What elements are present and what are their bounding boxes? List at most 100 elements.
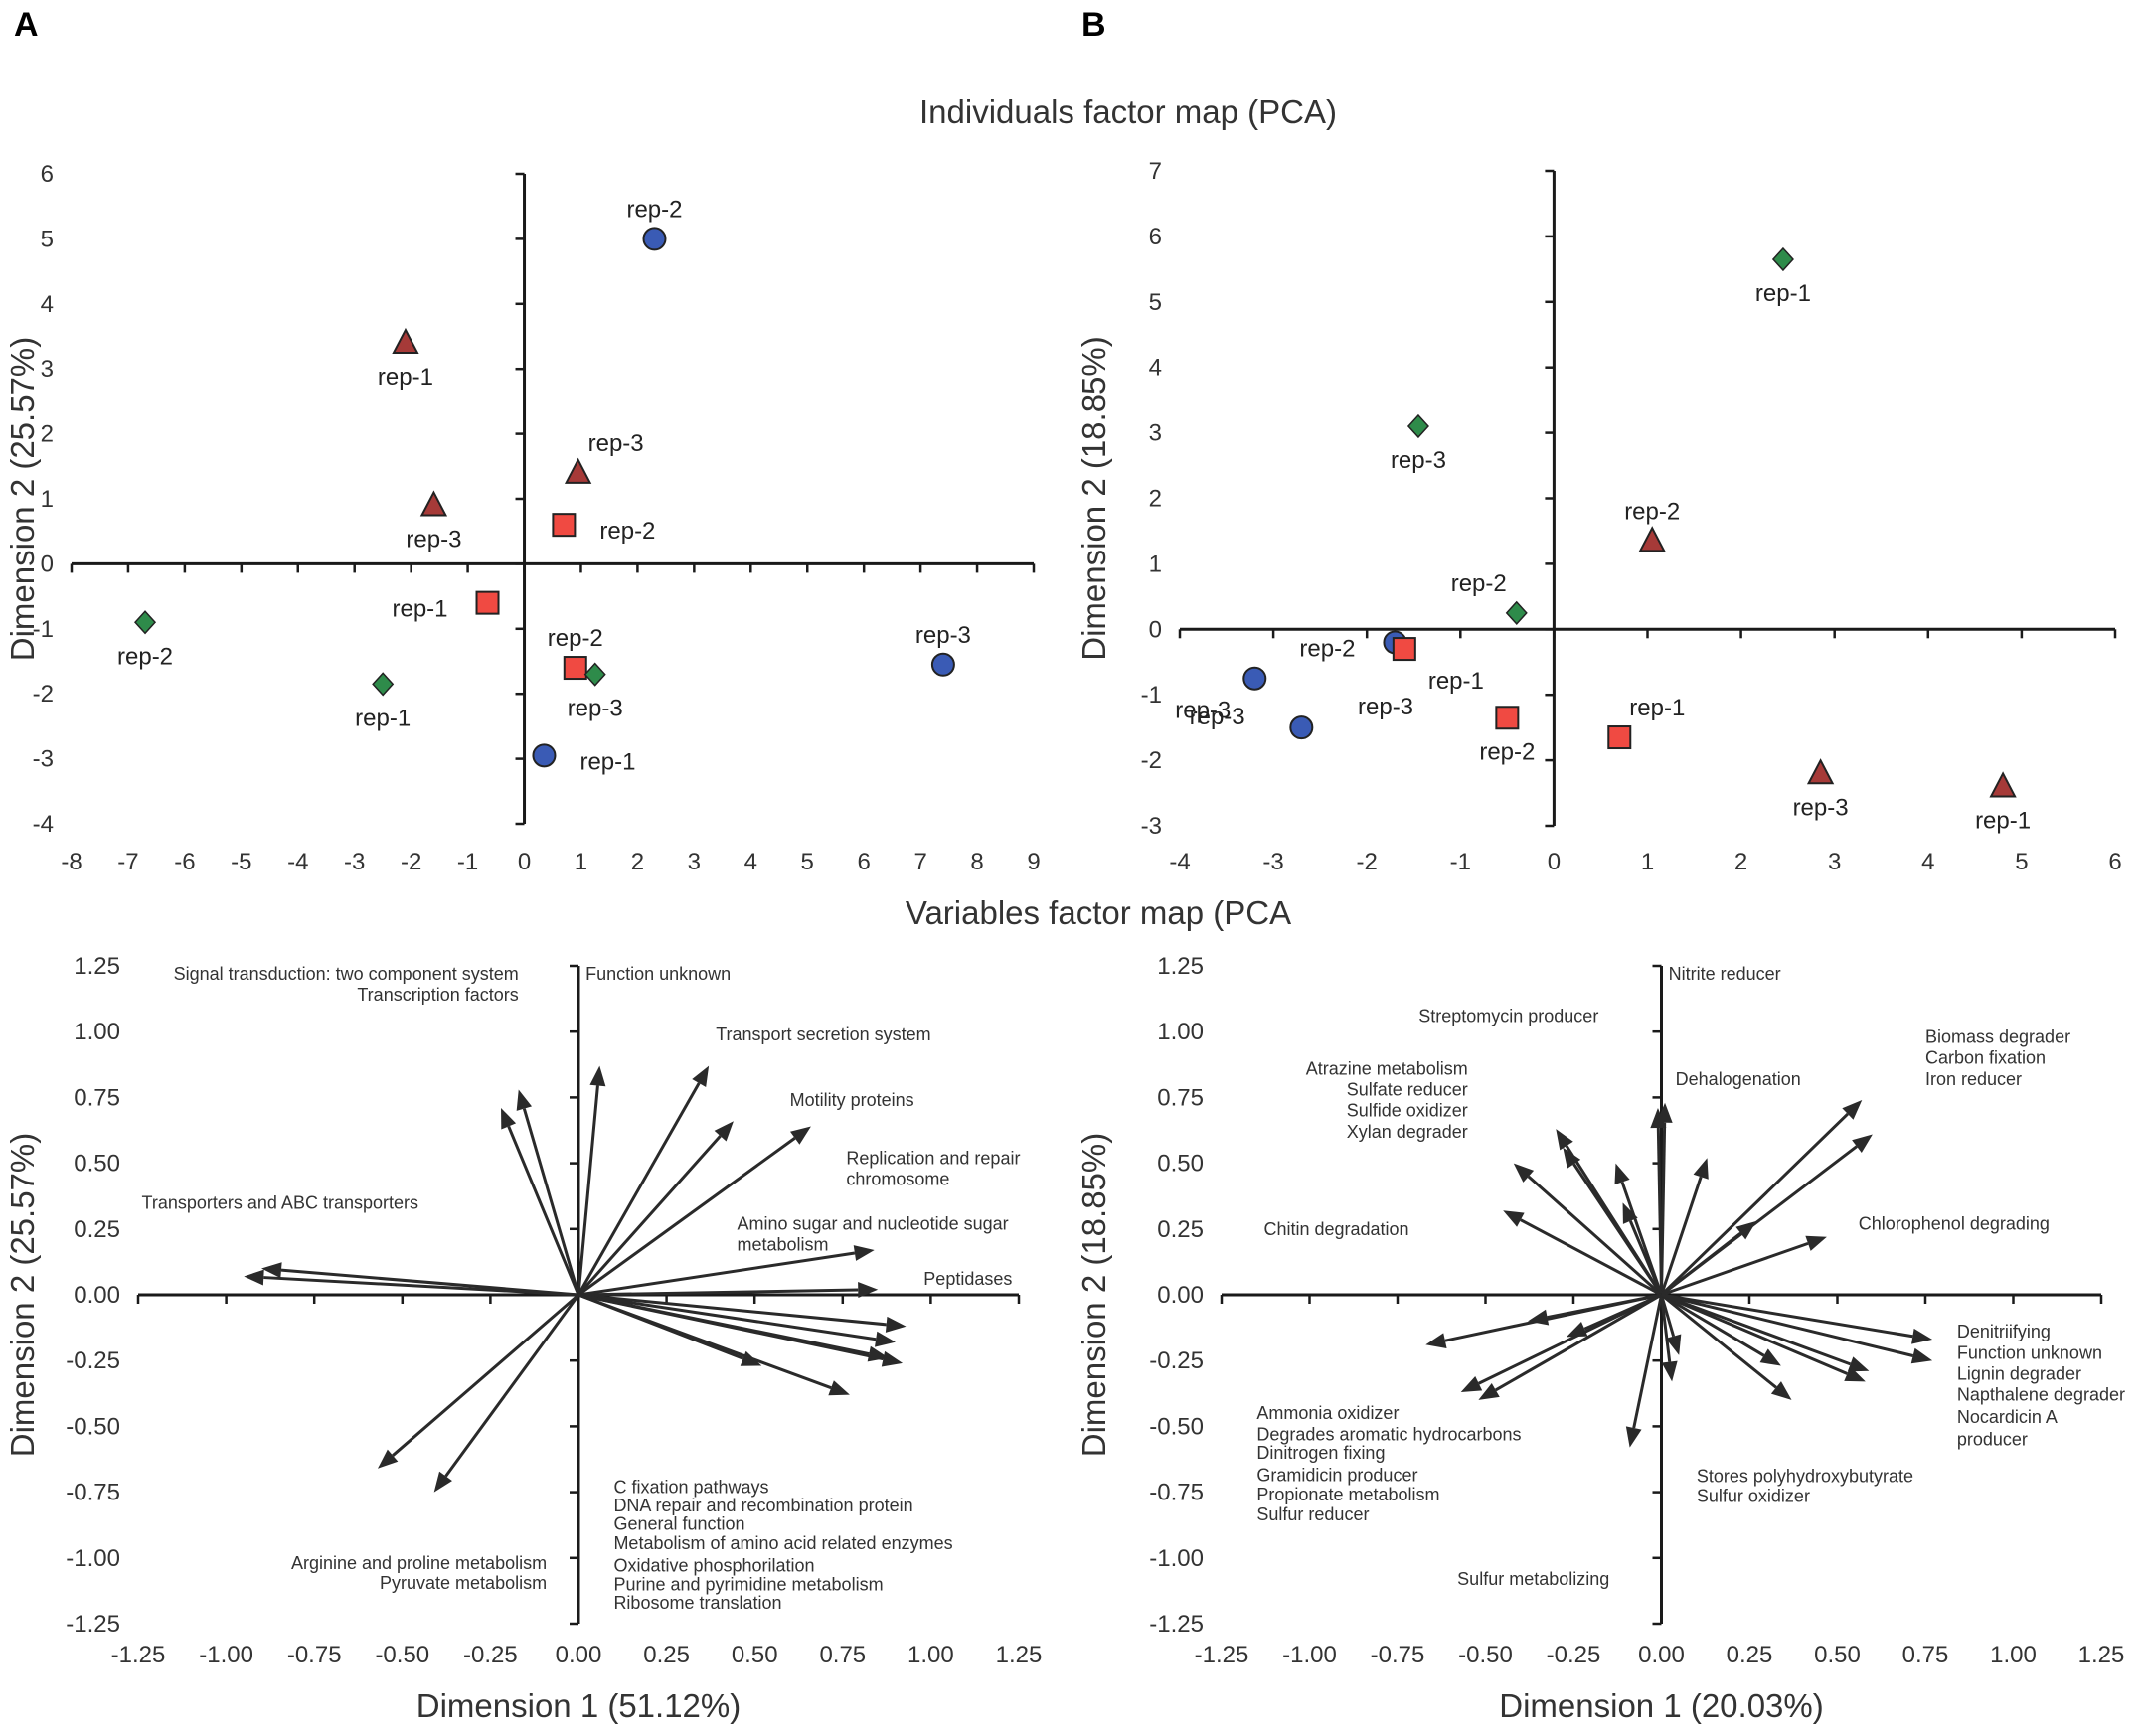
y-tick-label: 0.50 bbox=[74, 1151, 120, 1178]
y-tick-label: 6 bbox=[1149, 224, 1162, 250]
x-tick-label: 0.50 bbox=[1814, 1642, 1861, 1668]
variable-arrow-head bbox=[1622, 1202, 1638, 1224]
x-tick-label: -0.25 bbox=[463, 1642, 518, 1668]
x-tick-label: 0.75 bbox=[819, 1642, 866, 1668]
variable-label: General function bbox=[613, 1513, 744, 1533]
variable-arrow bbox=[522, 1108, 580, 1296]
variable-label: Sulfur reducer bbox=[1256, 1504, 1369, 1524]
data-point-square bbox=[475, 590, 500, 615]
variable-label: Napthalene degrader bbox=[1957, 1385, 2125, 1405]
y-tick-label: -3 bbox=[1141, 813, 1162, 840]
x-tick-label: 2 bbox=[631, 849, 644, 875]
y-tick-label: -1.25 bbox=[66, 1611, 120, 1638]
variable-label: Sulfate reducer bbox=[1347, 1079, 1468, 1099]
data-point-label: rep-1 bbox=[1629, 695, 1685, 721]
data-point-label: rep-1 bbox=[1975, 807, 2031, 834]
x-tick-label: 0 bbox=[518, 849, 531, 875]
variable-arrow-head bbox=[433, 1471, 452, 1493]
variable-arrow bbox=[578, 1251, 856, 1297]
x-tick-label: 6 bbox=[2108, 849, 2121, 875]
y-axis-title: Dimension 2 (18.85%) bbox=[1075, 336, 1112, 661]
variable-arrow bbox=[1660, 1293, 1849, 1375]
y-tick-label: 0.25 bbox=[74, 1216, 120, 1243]
variable-label: Arginine and proline metabolism bbox=[291, 1553, 547, 1573]
variables-plot-a: -1.25 -1.00 -0.75 -0.50 -0.25 0.00 0.25 0.50 0.7… bbox=[4, 953, 1042, 1724]
data-point-label: rep-3 bbox=[915, 622, 971, 649]
variable-arrow bbox=[1495, 1293, 1663, 1392]
x-tick-label: -0.25 bbox=[1547, 1642, 1601, 1668]
data-point-label: rep-1 bbox=[355, 705, 411, 731]
variable-arrow bbox=[578, 1293, 887, 1327]
variable-arrow bbox=[1660, 1293, 1777, 1389]
y-tick-label: -0.50 bbox=[66, 1413, 120, 1440]
data-point-triangle bbox=[1638, 526, 1666, 552]
variable-arrow-head bbox=[1460, 1376, 1483, 1392]
variable-arrow bbox=[1583, 1293, 1663, 1331]
x-tick-label: 0.75 bbox=[1902, 1642, 1949, 1668]
x-tick-label: -4 bbox=[287, 849, 308, 875]
data-point-label: rep-3 bbox=[1358, 694, 1413, 720]
variable-label: Sulfur oxidizer bbox=[1697, 1487, 1810, 1506]
y-tick-label: 0 bbox=[1149, 616, 1162, 643]
variable-arrow-head bbox=[1556, 1129, 1573, 1151]
variable-arrow-head bbox=[589, 1065, 606, 1087]
variable-label: Denitriifying bbox=[1957, 1322, 2051, 1341]
variable-label: producer bbox=[1957, 1430, 2028, 1450]
y-tick-label: -0.75 bbox=[1149, 1480, 1204, 1506]
y-tick-label: -4 bbox=[33, 811, 54, 838]
data-point-triangle bbox=[419, 490, 448, 517]
data-point-square bbox=[1607, 725, 1632, 750]
variable-arrow-head bbox=[790, 1126, 811, 1145]
variable-label: Stores polyhydroxybutyrate bbox=[1697, 1467, 1913, 1487]
y-tick-label: 0.50 bbox=[1157, 1151, 1204, 1178]
data-point-circle bbox=[1289, 715, 1314, 740]
variable-arrow bbox=[578, 1293, 832, 1390]
x-tick-label: 0 bbox=[1548, 849, 1561, 875]
variable-arrow bbox=[1660, 1293, 1852, 1366]
data-point-label: rep-3 bbox=[588, 430, 644, 457]
data-point-triangle bbox=[564, 457, 592, 484]
x-tick-label: 6 bbox=[857, 849, 870, 875]
x-tick-label: 3 bbox=[1828, 849, 1841, 875]
data-point-label: rep-3 bbox=[568, 696, 623, 722]
y-axis-title: Dimension 2 (25.57%) bbox=[4, 1133, 41, 1458]
x-tick-label: 1.25 bbox=[2078, 1642, 2125, 1668]
x-tick-label: -7 bbox=[117, 849, 138, 875]
variable-arrow bbox=[1628, 1220, 1663, 1296]
individuals-plot-b: -4 -3 -2 -1 0 1 2 3 4 5 6 -3 -2 -1 0 1 2 3 4 5 6 7 Dimension 2… bbox=[1075, 158, 2122, 875]
data-point-label: rep-2 bbox=[1299, 635, 1355, 662]
data-point-label: rep-1 bbox=[579, 748, 635, 775]
variable-arrow bbox=[1661, 1293, 1913, 1339]
variable-arrow-head bbox=[1910, 1347, 1933, 1364]
variable-label: Dehalogenation bbox=[1676, 1069, 1801, 1089]
variable-arrow bbox=[392, 1293, 579, 1457]
variable-arrow-head bbox=[1847, 1356, 1870, 1372]
data-point-diamond bbox=[1505, 600, 1528, 625]
x-tick-label: -2 bbox=[1357, 849, 1378, 875]
x-tick-label: -4 bbox=[1169, 849, 1190, 875]
data-point-label: rep-3 bbox=[1175, 698, 1231, 724]
x-tick-label: -1 bbox=[457, 849, 478, 875]
variable-label: Ribosome translation bbox=[613, 1593, 781, 1613]
variable-arrow-head bbox=[1563, 1147, 1581, 1169]
y-tick-label: 6 bbox=[41, 161, 54, 188]
variable-arrow bbox=[1661, 1241, 1809, 1297]
variable-arrow-head bbox=[885, 1316, 907, 1333]
x-tick-label: 0.25 bbox=[643, 1642, 690, 1668]
variable-label: Iron reducer bbox=[1925, 1069, 2022, 1089]
variable-arrow-head bbox=[692, 1065, 710, 1087]
data-point-square bbox=[1495, 706, 1520, 730]
y-tick-label: 5 bbox=[1149, 289, 1162, 316]
data-point-circle bbox=[532, 743, 557, 768]
variable-arrow bbox=[263, 1276, 579, 1297]
variable-arrow-head bbox=[1614, 1163, 1630, 1185]
variable-arrow-head bbox=[1566, 1321, 1588, 1338]
data-point-label: rep-3 bbox=[1391, 447, 1446, 474]
y-tick-label: 0 bbox=[41, 551, 54, 577]
variable-arrow-head bbox=[377, 1449, 399, 1469]
y-axis-title: Dimension 2 (25.57%) bbox=[4, 337, 41, 662]
variable-label: Dinitrogen fixing bbox=[1256, 1443, 1385, 1463]
variable-arrow-head bbox=[516, 1089, 533, 1111]
variable-arrow-head bbox=[858, 1282, 879, 1299]
y-tick-label: 2 bbox=[1149, 486, 1162, 513]
